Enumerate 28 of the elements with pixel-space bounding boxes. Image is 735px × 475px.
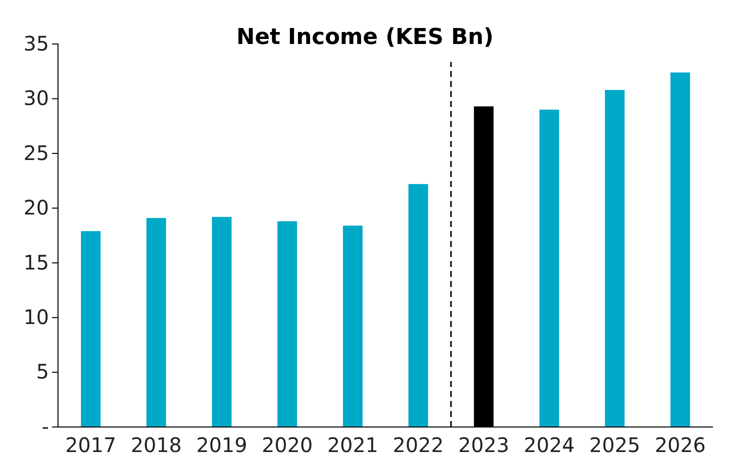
y-tick-label: 20 (24, 196, 49, 220)
bar (277, 221, 298, 427)
x-tick-label: 2021 (327, 433, 378, 457)
x-tick-label: 2025 (589, 433, 640, 457)
x-tick-label: 2026 (654, 433, 706, 457)
x-tick-label: 2020 (262, 433, 313, 457)
y-tick-label: 10 (24, 304, 49, 329)
bar (539, 110, 560, 427)
y-tick-label: - (42, 414, 49, 438)
y-tick-label: 35 (24, 31, 49, 56)
bar (212, 216, 232, 427)
bar (408, 184, 428, 427)
bar (670, 72, 690, 427)
x-tick-label: 2017 (65, 433, 116, 457)
x-tick-label: 2023 (458, 433, 510, 457)
bar (146, 218, 166, 427)
x-tick-label: 2022 (392, 433, 444, 457)
bar (80, 231, 101, 427)
x-tick-label: 2024 (524, 433, 575, 457)
y-tick-label: 5 (36, 360, 49, 384)
x-tick-label: 2019 (196, 433, 248, 457)
chart-title: Net Income (KES Bn) (236, 25, 494, 50)
y-tick-label: 15 (24, 250, 49, 274)
y-tick-label: 30 (24, 86, 49, 110)
y-tick-label: 25 (24, 140, 49, 165)
x-tick-label: 2018 (130, 433, 182, 457)
bar (342, 226, 363, 427)
bar (604, 90, 625, 427)
